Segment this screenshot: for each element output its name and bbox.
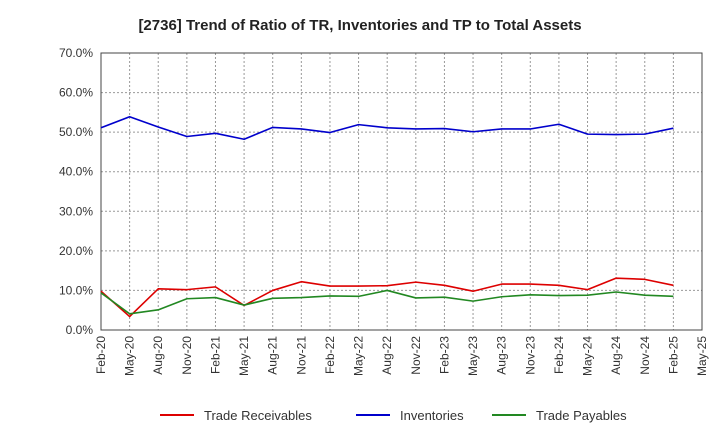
y-tick-label: 40.0% <box>59 165 93 179</box>
x-tick-label: Aug-23 <box>495 336 509 375</box>
x-tick-label: May-21 <box>237 336 251 376</box>
y-tick-label: 20.0% <box>59 244 93 258</box>
x-tick-label: Aug-22 <box>380 336 394 375</box>
series-line-trade-payables <box>100 289 674 315</box>
legend-item: Inventories <box>356 408 464 423</box>
x-tick-label: Aug-24 <box>609 336 623 375</box>
x-tick-label: Feb-21 <box>208 336 222 374</box>
x-tick-label: May-20 <box>123 336 137 376</box>
series-line-inventories <box>100 115 674 141</box>
series-lines <box>100 115 674 318</box>
x-tick-label: Nov-24 <box>638 336 652 375</box>
chart-title: [2736] Trend of Ratio of TR, Inventories… <box>138 17 581 34</box>
x-tick-label: Feb-25 <box>666 336 680 374</box>
y-tick-label: 70.0% <box>59 46 93 60</box>
y-tick-label: 0.0% <box>66 323 94 337</box>
y-axis: 0.0% 10.0% 20.0% 30.0% 40.0% 50.0% 60.0% 70.0% <box>59 46 93 337</box>
x-tick-label: May-25 <box>695 336 709 376</box>
x-tick-label: Aug-20 <box>151 336 165 375</box>
y-tick-label: 50.0% <box>59 125 93 139</box>
series-line-trade-receivables <box>100 277 674 318</box>
x-tick-label: May-24 <box>581 336 595 376</box>
x-tick-label: Feb-24 <box>552 336 566 374</box>
legend-label: Trade Payables <box>536 408 627 423</box>
x-tick-label: Feb-20 <box>94 336 108 374</box>
x-axis: Feb-20 May-20 Aug-20 Nov-20 Feb-21 May-21 Aug-… <box>94 336 709 376</box>
plot-frame <box>100 52 703 331</box>
legend-label: Inventories <box>400 408 464 423</box>
x-tick-label: Aug-21 <box>266 336 280 375</box>
x-tick-label: Nov-21 <box>294 336 308 375</box>
y-tick-label: 60.0% <box>59 86 93 100</box>
x-tick-label: Nov-23 <box>523 336 537 375</box>
x-tick-label: Feb-22 <box>323 336 337 374</box>
y-tick-label: 10.0% <box>59 283 93 297</box>
x-tick-label: May-23 <box>466 336 480 376</box>
legend-item: Trade Receivables <box>160 408 312 423</box>
x-tick-label: Feb-23 <box>437 336 451 374</box>
legend-label: Trade Receivables <box>204 408 312 423</box>
legend-item: Trade Payables <box>492 408 627 423</box>
grid <box>101 53 702 330</box>
legend: Trade Receivables Inventories Trade Payabl… <box>160 408 627 423</box>
x-tick-label: Nov-20 <box>180 336 194 375</box>
x-tick-label: Nov-22 <box>409 336 423 375</box>
x-tick-label: May-22 <box>352 336 366 376</box>
y-tick-label: 30.0% <box>59 204 93 218</box>
